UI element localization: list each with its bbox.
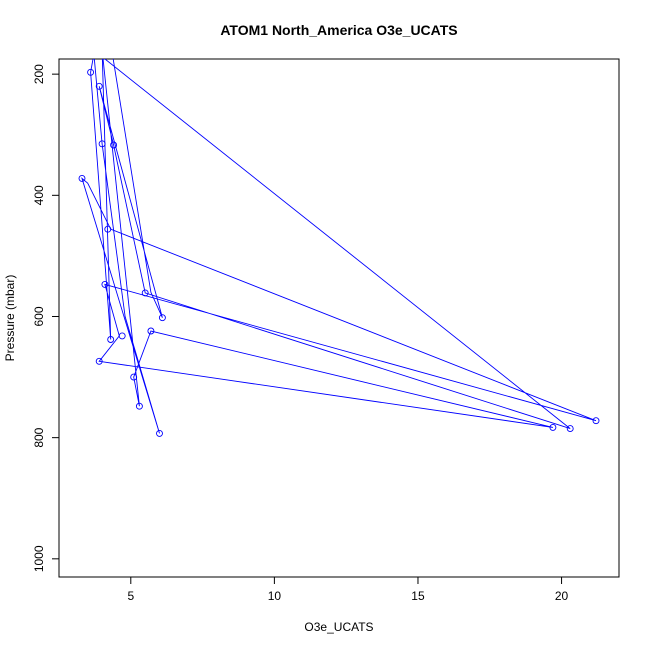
data-point [110,141,118,149]
data-point [104,225,112,233]
data-point [130,373,138,381]
series-layer [81,59,597,434]
y-tick-label: 200 [32,64,46,84]
data-point [95,357,103,365]
x-tick-label: 20 [555,589,569,603]
data-point [141,289,149,297]
data-point [147,327,155,335]
data-point [135,402,143,410]
x-axis-label: O3e_UCATS [304,620,373,634]
x-axis: 5 10 15 20 [127,577,569,603]
data-point [158,314,166,322]
plot-frame [58,58,620,578]
chart-title: ATOM1 North_America O3e_UCATS [220,22,457,38]
y-tick-label: 800 [32,427,46,447]
data-point [118,332,126,340]
points-layer [78,68,600,437]
y-tick-label: 1000 [32,545,46,572]
x-tick-label: 15 [411,589,425,603]
data-point [107,336,115,343]
y-axis-label: Pressure (mbar) [3,275,17,362]
y-tick-label: 600 [32,306,46,326]
y-axis: 200 400 600 800 1000 [32,64,59,572]
data-point [549,423,557,431]
data-point [95,82,103,90]
data-point [98,140,106,148]
data-point [87,68,95,76]
y-tick-label: 400 [32,185,46,205]
data-point [78,174,86,182]
data-point [101,280,109,288]
data-point [156,429,163,437]
data-point [566,425,574,433]
series-line [81,59,597,434]
x-tick-label: 5 [127,589,134,603]
data-point [592,417,600,425]
x-tick-label: 10 [268,589,282,603]
